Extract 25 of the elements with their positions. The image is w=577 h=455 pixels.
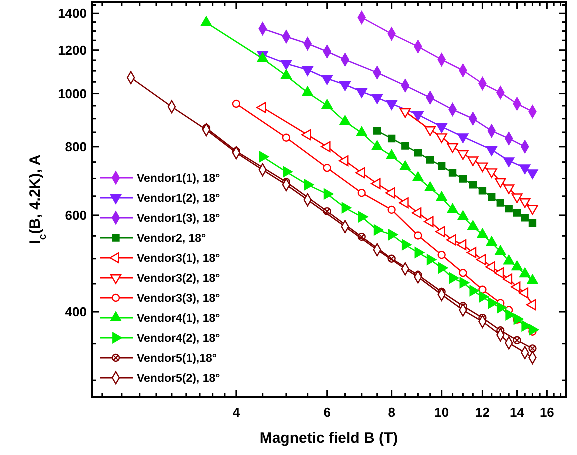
y-tick-label: 400	[65, 304, 87, 320]
x-axis-title: Magnetic field B (T)	[260, 430, 398, 447]
legend-label: Vendor2, 18°	[137, 233, 207, 246]
x-tick-label: 10	[434, 405, 450, 420]
legend-label: Vendor1(1), 18°	[137, 173, 221, 186]
x-tick-label: 14	[510, 405, 526, 420]
y-tick-label: 1200	[58, 42, 87, 58]
x-tick-label: 6	[324, 405, 331, 420]
legend-label: Vendor1(2), 18°	[137, 193, 221, 206]
x-tick-label: 4	[232, 405, 241, 420]
legend-label: Vendor3(2), 18°	[137, 273, 221, 286]
legend-label: Vendor3(1), 18°	[137, 253, 221, 266]
y-tick-label: 1000	[58, 86, 87, 102]
y-tick-label: 800	[65, 139, 87, 154]
legend-label: Vendor5(2), 18°	[137, 373, 221, 386]
y-tick-label: 600	[65, 208, 87, 224]
legend-label: Vendor3(3), 18°	[137, 293, 221, 306]
x-tick-label: 12	[475, 405, 490, 420]
x-tick-label: 16	[540, 405, 554, 420]
legend-label: Vendor1(3), 18°	[137, 213, 221, 226]
x-tick-label: 8	[388, 405, 396, 420]
legend-label: Vendor4(1), 18°	[137, 313, 221, 326]
legend-label: Vendor5(1),18°	[137, 353, 218, 366]
legend-label: Vendor4(2), 18°	[137, 333, 221, 346]
y-tick-label: 1400	[58, 6, 87, 22]
